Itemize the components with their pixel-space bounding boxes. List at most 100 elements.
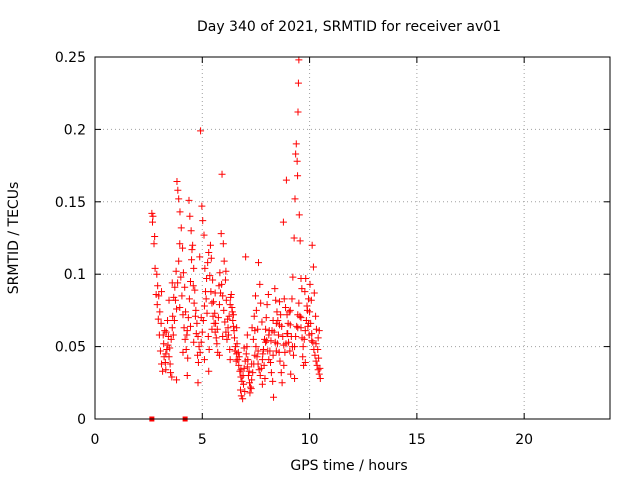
data-point <box>235 361 243 369</box>
data-point <box>222 296 230 304</box>
data-point <box>267 369 275 377</box>
data-point <box>258 380 266 388</box>
data-point <box>150 240 158 248</box>
data-point <box>179 348 187 356</box>
data-point <box>234 348 242 356</box>
data-point <box>240 344 248 352</box>
data-point <box>309 338 317 346</box>
data-point <box>185 295 193 303</box>
data-point <box>158 288 166 296</box>
data-point <box>233 324 241 332</box>
data-point <box>262 314 270 322</box>
x-tick-label: 10 <box>301 432 319 448</box>
data-point <box>209 298 217 306</box>
data-point <box>305 331 313 339</box>
data-point <box>248 360 256 368</box>
data-point <box>230 334 238 342</box>
data-point <box>269 351 277 359</box>
plot-frame <box>94 56 611 420</box>
data-point <box>244 356 252 364</box>
data-point <box>194 351 202 359</box>
data-point <box>177 224 185 232</box>
data-point <box>165 296 173 304</box>
data-point <box>195 343 203 351</box>
data-point <box>241 387 249 395</box>
data-point <box>211 309 219 317</box>
data-point <box>267 359 275 367</box>
data-point <box>182 345 190 353</box>
data-point <box>212 334 220 342</box>
data-point <box>263 301 271 309</box>
x-tick-label: 20 <box>515 432 533 448</box>
data-point <box>308 241 316 249</box>
data-point <box>312 340 320 348</box>
data-point <box>231 347 239 355</box>
data-point <box>173 178 181 186</box>
data-point <box>156 347 164 355</box>
data-point <box>172 267 180 275</box>
data-point <box>247 383 255 391</box>
data-point <box>227 290 235 298</box>
data-point <box>267 337 275 345</box>
data-point <box>211 289 219 297</box>
data-point <box>235 353 243 361</box>
data-point <box>276 298 284 306</box>
data-point <box>173 376 181 384</box>
data-point <box>191 286 199 294</box>
data-point <box>312 312 320 320</box>
data-point <box>245 367 253 375</box>
data-point <box>190 338 198 346</box>
data-point <box>162 366 170 374</box>
data-point <box>174 186 182 194</box>
data-point <box>286 306 294 314</box>
data-point <box>205 367 213 375</box>
data-point <box>254 347 262 355</box>
data-point <box>264 290 272 298</box>
data-point <box>243 331 251 339</box>
data-point <box>219 292 227 300</box>
data-point <box>212 319 220 327</box>
data-point <box>315 354 323 362</box>
data-point <box>292 150 300 158</box>
data-point <box>208 325 216 333</box>
data-point <box>314 366 322 374</box>
data-point <box>197 314 205 322</box>
data-point <box>209 276 217 284</box>
data-point <box>177 273 185 281</box>
data-point <box>301 327 309 335</box>
data-point <box>315 370 323 378</box>
data-point <box>288 295 296 303</box>
data-point <box>244 372 252 380</box>
data-point <box>176 208 184 216</box>
data-point <box>203 309 211 317</box>
data-point <box>153 270 161 278</box>
data-point <box>217 230 225 238</box>
data-point <box>213 340 221 348</box>
data-point <box>189 241 197 249</box>
data-point <box>254 360 262 368</box>
data-point <box>274 317 282 325</box>
data-point <box>215 351 223 359</box>
data-point <box>296 237 304 245</box>
data-point <box>183 331 191 339</box>
data-point <box>273 308 281 316</box>
data-point <box>218 170 226 178</box>
data-point <box>284 330 292 338</box>
data-point <box>151 264 159 272</box>
data-point <box>252 306 260 314</box>
data-point <box>222 267 230 275</box>
data-point <box>193 319 201 327</box>
data-point <box>185 196 193 204</box>
data-point <box>266 347 274 355</box>
data-point <box>262 338 270 346</box>
data-point <box>273 340 281 348</box>
data-point <box>197 127 205 135</box>
data-point <box>234 356 242 364</box>
data-point <box>190 264 198 272</box>
data-point <box>175 195 183 203</box>
data-point <box>184 354 192 362</box>
data-point <box>277 311 285 319</box>
data-point <box>203 275 211 283</box>
data-point <box>250 312 258 320</box>
